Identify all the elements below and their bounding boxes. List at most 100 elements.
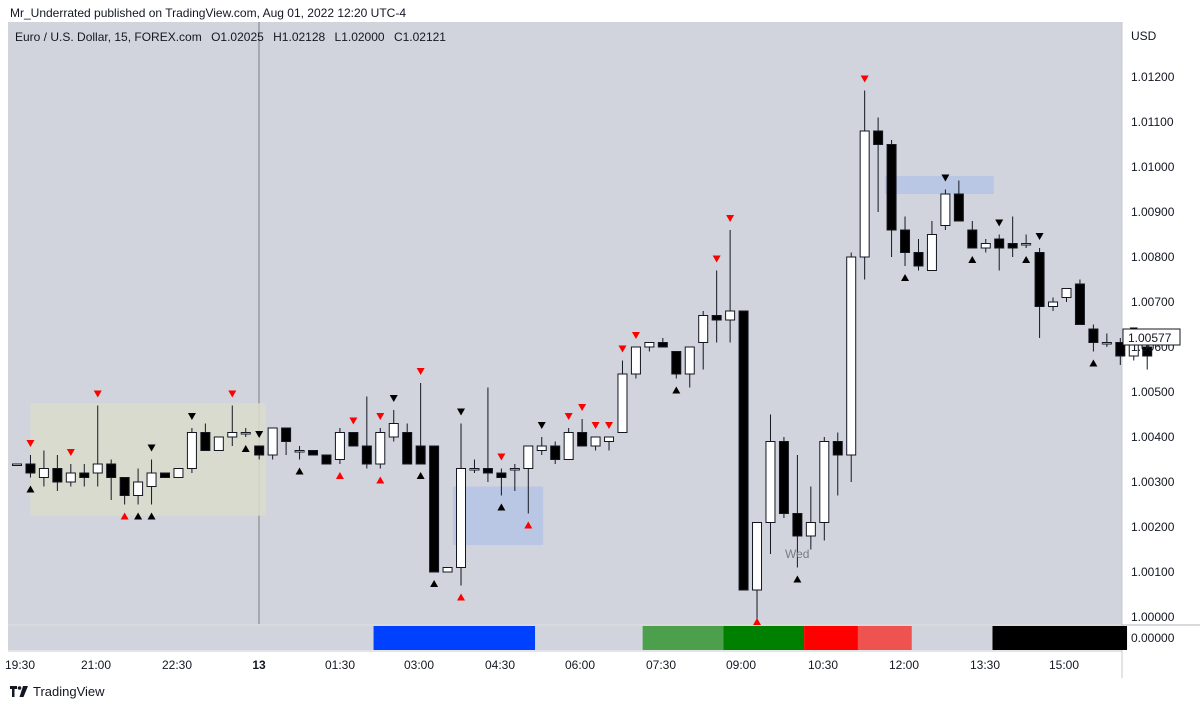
candle-body [361,445,372,465]
price-tick-label: 1.00300 [1131,475,1175,489]
candle [577,419,588,447]
price-tick-label: 1.00400 [1131,430,1175,444]
candle-body [886,144,897,231]
candle [698,311,709,370]
signal-up-marker [793,575,802,583]
candle-body [913,252,924,267]
candle [563,428,574,460]
candle-body [1048,301,1059,307]
indicator-segment [723,626,805,650]
price-tick-label: 1.00500 [1131,385,1175,399]
candle-body [900,229,911,253]
signal-down-marker [349,417,358,425]
candle-body [590,436,601,447]
candle-body [536,445,547,451]
signal-down-marker [228,390,237,398]
signal-down-marker [860,75,869,83]
price-tick-label: 1.00700 [1131,295,1175,309]
price-tick-label: 1.00100 [1131,565,1175,579]
candle-body [509,468,520,471]
ohlc-high: H1.02128 [273,30,326,44]
candle-body [684,346,695,375]
candle-body [819,441,830,523]
candle-body [778,441,789,514]
time-tick-label: 06:00 [565,658,595,672]
price-tick-label: 1.00200 [1131,520,1175,534]
ohlc-close: C1.02121 [393,30,446,44]
candle [388,410,399,442]
candle-body [698,315,709,343]
candle-body [375,432,386,465]
candle-body [873,130,884,145]
candle-body [1061,288,1072,298]
signal-down-marker [995,219,1004,227]
signal-down-marker [93,390,102,398]
candle-body [859,130,870,258]
candle-body [1034,252,1045,307]
signal-down-marker [255,431,264,438]
candle [227,405,238,446]
candle [361,396,372,469]
candle [1101,333,1112,347]
candle [38,450,49,487]
candle [819,437,830,541]
candle [617,360,628,433]
candle [536,437,547,455]
candle [25,455,36,478]
candle [630,346,641,379]
candle [657,338,668,348]
candle-body [160,472,171,478]
candle [254,445,265,460]
candle-body [227,432,238,438]
signal-down-marker [941,174,950,182]
candle-body [402,432,413,465]
candle-body [846,256,857,456]
price-tick-label: 1.01100 [1131,115,1174,129]
candle [1021,234,1032,248]
indicator-segment [804,626,858,650]
candle-body [657,342,668,348]
candle [509,464,520,491]
candle-body [1088,328,1099,343]
candle-body [1021,243,1032,246]
signal-up-marker [120,512,129,520]
candle [92,405,103,487]
candle [294,446,305,460]
tradingview-footer[interactable]: TradingView [10,684,105,699]
candle [953,180,964,222]
publisher-line: Mr_Underrated published on TradingView.c… [10,6,407,20]
signal-down-marker [416,368,425,375]
candle-body [550,445,561,460]
candle [900,216,911,266]
candle [846,252,857,482]
signal-down-marker [1035,233,1044,240]
symbol-legend[interactable]: Euro / U.S. Dollar, 15, FOREX.com O1.020… [15,30,452,44]
candle-body [213,436,224,451]
signal-up-marker [430,580,439,587]
candle-body [348,432,359,447]
candle-body [671,351,682,375]
candle [940,189,951,230]
time-axis[interactable] [8,652,1122,678]
candle [429,445,440,573]
signal-up-marker [26,485,35,493]
candle-body [967,229,978,249]
candle-body [469,468,480,471]
signal-down-marker [578,404,587,411]
candle [106,459,117,500]
signal-down-marker [591,422,600,429]
candle-body [92,463,103,474]
candle-body [321,454,332,465]
candle-body [186,432,197,469]
candle [334,428,345,464]
candle [1088,324,1099,352]
candle [778,437,789,518]
time-tick-label: 03:00 [404,658,434,672]
signal-up-marker [901,274,910,281]
last-price-tag: 1.00577 [1128,331,1172,345]
ohlc-open: O1.02025 [211,30,264,44]
candle [213,436,224,451]
zone-blue [452,486,544,545]
candle [738,310,749,591]
